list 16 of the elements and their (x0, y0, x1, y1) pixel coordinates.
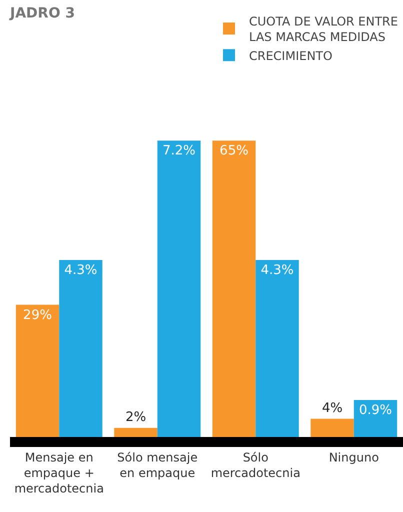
legend-label: CUOTA DE VALOR ENTRE LAS MARCAS MEDIDAS (249, 14, 398, 44)
data-label: 7.2% (162, 144, 196, 159)
data-label: 4% (322, 400, 343, 416)
data-label: 4.3% (260, 262, 294, 278)
chart-title: JADRO 3 (9, 5, 75, 22)
data-label: 2% (125, 410, 146, 425)
data-label: 65% (220, 144, 248, 159)
data-label: 29% (23, 308, 52, 323)
x-tick-label: Sólo mercadotecnia (210, 450, 300, 480)
bar (114, 428, 158, 437)
x-tick-label: Ninguno (328, 450, 379, 464)
data-label: 0.9% (358, 402, 392, 418)
x-tick-label: Sólo mensaje en empaque (117, 450, 198, 480)
data-label: 4.3% (64, 262, 98, 278)
legend-label: CRECIMIENTO (249, 48, 332, 63)
x-tick-label: Mensaje en empaque + mercadotecnia (14, 450, 104, 496)
